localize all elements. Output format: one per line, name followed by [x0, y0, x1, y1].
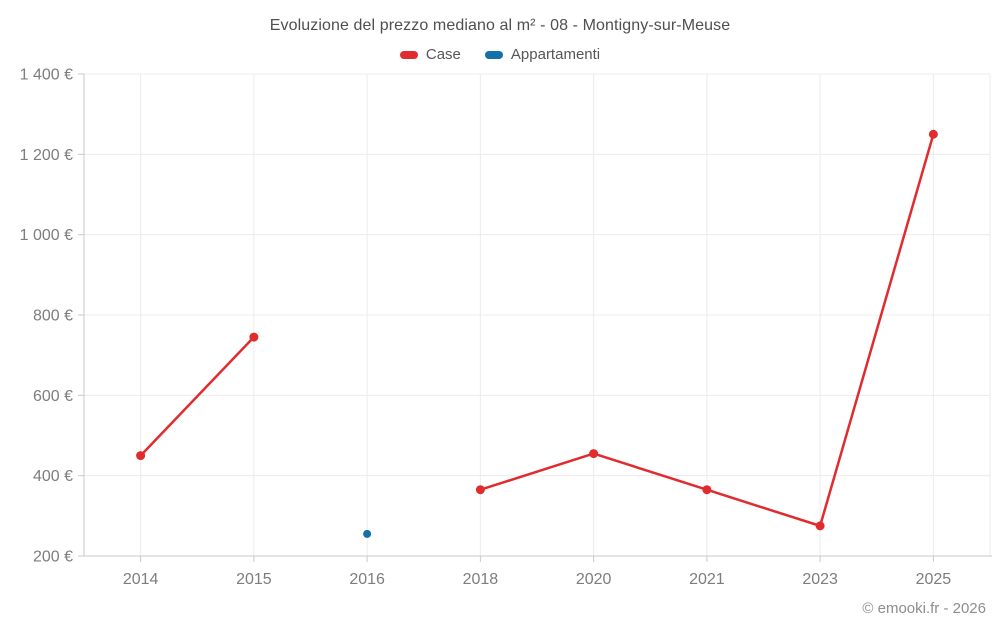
x-tick-label: 2020 — [576, 571, 612, 588]
y-tick-label: 400 € — [33, 468, 73, 485]
data-point-case-2021[interactable] — [702, 485, 712, 495]
legend-label-appartamenti: Appartamenti — [510, 46, 601, 63]
legend-label-case: Case — [425, 46, 461, 63]
data-point-case-2020[interactable] — [589, 449, 599, 459]
series-line-case — [139, 335, 256, 457]
y-tick-label: 1 000 € — [20, 227, 73, 244]
chart-title: Evoluzione del prezzo mediano al m² - 08… — [269, 17, 731, 34]
y-tick-label: 600 € — [33, 388, 73, 405]
legend-item-appartamenti[interactable]: Appartamenti — [484, 46, 601, 63]
legend: Case Appartamenti — [0, 46, 1000, 63]
y-tick-label: 800 € — [33, 308, 73, 325]
x-tick-label: 2015 — [236, 571, 272, 588]
data-point-case-2018[interactable] — [475, 485, 485, 495]
x-tick-label: 2018 — [463, 571, 499, 588]
data-point-case-2015[interactable] — [249, 332, 259, 342]
data-point-appartamenti-2016[interactable] — [363, 529, 372, 538]
y-tick-label: 1 200 € — [20, 147, 73, 164]
x-tick-label: 2016 — [349, 571, 385, 588]
y-tick-label: 200 € — [33, 549, 73, 566]
legend-swatch-appartamenti-icon — [484, 50, 503, 59]
copyright-credit: © emooki.fr - 2026 — [862, 600, 986, 617]
data-point-case-2014[interactable] — [136, 451, 146, 461]
x-tick-label: 2014 — [123, 571, 159, 588]
legend-item-case[interactable]: Case — [399, 46, 461, 63]
y-tick-label: 1 400 € — [20, 67, 73, 84]
legend-swatch-case-icon — [399, 50, 418, 59]
x-tick-label: 2021 — [689, 571, 725, 588]
data-point-case-2025[interactable] — [928, 129, 938, 139]
data-point-case-2023[interactable] — [815, 521, 825, 531]
x-tick-label: 2025 — [916, 571, 952, 588]
x-tick-label: 2023 — [802, 571, 838, 588]
